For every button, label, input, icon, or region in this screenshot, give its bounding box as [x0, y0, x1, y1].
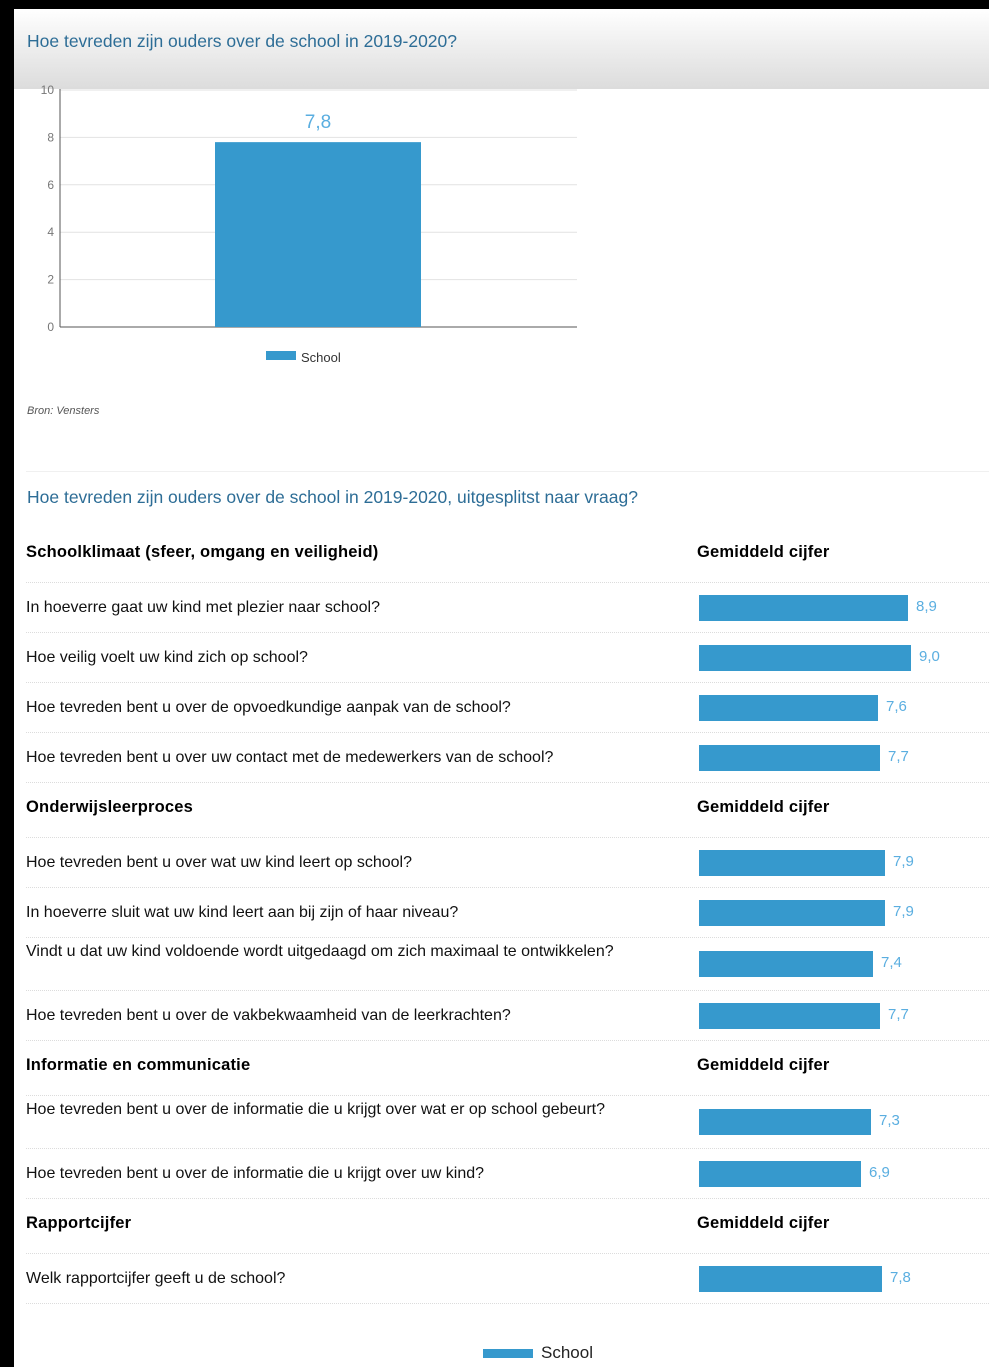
question-row: In hoeverre gaat uw kind met plezier naa…	[26, 583, 989, 633]
question-row: Hoe tevreden bent u over de informatie d…	[26, 1149, 989, 1199]
source-note: Bron: Vensters	[27, 405, 100, 417]
score-bar	[699, 745, 880, 771]
section-header-row: Onderwijsleerproces Gemiddeld cijfer	[26, 783, 989, 838]
score-bar-cell: 8,9	[699, 595, 989, 621]
score-bar	[699, 1266, 882, 1292]
question-row: Welk rapportcijfer geeft u de school? 7,8	[26, 1254, 989, 1304]
score-value-label: 7,9	[893, 853, 914, 870]
score-bar-cell: 7,7	[699, 1003, 989, 1029]
y-tick-label: 8	[47, 130, 54, 144]
legend-swatch	[266, 351, 296, 360]
score-bar	[699, 951, 873, 977]
question-row: Hoe tevreden bent u over de opvoedkundig…	[26, 683, 989, 733]
section-header-row: Informatie en communicatie Gemiddeld cijf…	[26, 1041, 989, 1096]
score-bar	[699, 645, 911, 671]
score-value-label: 7,9	[893, 903, 914, 920]
question-label: In hoeverre gaat uw kind met plezier naa…	[26, 599, 380, 616]
column-header-gemiddeld-cijfer: Gemiddeld cijfer	[697, 543, 830, 561]
score-value-label: 7,6	[886, 698, 907, 715]
score-bar	[699, 1003, 880, 1029]
score-bar-cell: 7,8	[699, 1266, 989, 1292]
score-value-label: 6,9	[869, 1164, 890, 1181]
score-value-label: 7,7	[888, 748, 909, 765]
legend-swatch	[483, 1349, 533, 1358]
column-header-gemiddeld-cijfer: Gemiddeld cijfer	[697, 1056, 830, 1074]
question-row: Hoe tevreden bent u over de informatie d…	[26, 1096, 989, 1149]
question-label: In hoeverre sluit wat uw kind leert aan …	[26, 904, 459, 921]
breakdown-title: Hoe tevreden zijn ouders over de school …	[27, 487, 638, 507]
question-label: Hoe tevreden bent u over wat uw kind lee…	[26, 854, 413, 871]
question-label: Hoe tevreden bent u over de opvoedkundig…	[26, 699, 511, 716]
question-label: Welk rapportcijfer geeft u de school?	[26, 1270, 286, 1287]
header-band	[14, 9, 989, 89]
score-bar	[699, 1161, 861, 1187]
score-value-label: 7,4	[881, 954, 902, 971]
score-bar-cell: 7,7	[699, 745, 989, 771]
score-bar	[699, 1109, 871, 1135]
question-label: Hoe tevreden bent u over de informatie d…	[26, 1165, 485, 1182]
section-title: Onderwijsleerproces	[26, 798, 194, 816]
section-title: Informatie en communicatie	[26, 1056, 251, 1074]
score-bar-cell: 7,4	[699, 951, 989, 977]
column-header-gemiddeld-cijfer: Gemiddeld cijfer	[697, 1214, 830, 1232]
score-bar	[699, 900, 885, 926]
question-label: Vindt u dat uw kind voldoende wordt uitg…	[26, 943, 614, 960]
question-label: Hoe veilig voelt uw kind zich op school?	[26, 649, 308, 666]
y-tick-label: 4	[47, 225, 54, 239]
question-row: In hoeverre sluit wat uw kind leert aan …	[26, 888, 989, 938]
bar-school	[215, 142, 421, 327]
bar-value-label: 7,8	[305, 112, 331, 133]
question-label: Hoe tevreden bent u over de informatie d…	[26, 1101, 605, 1118]
section-divider	[26, 471, 989, 472]
section-header-row: Schoolklimaat (sfeer, omgang en veilighe…	[26, 528, 989, 583]
frame-left-border	[0, 0, 14, 1367]
score-value-label: 7,8	[890, 1269, 911, 1286]
y-tick-label: 0	[47, 320, 54, 334]
score-bar	[699, 850, 885, 876]
question-row: Vindt u dat uw kind voldoende wordt uitg…	[26, 938, 989, 991]
score-bar-cell: 7,3	[699, 1109, 989, 1135]
question-row: Hoe tevreden bent u over uw contact met …	[26, 733, 989, 783]
score-bar	[699, 695, 878, 721]
legend-label: School	[301, 350, 341, 365]
frame-top-border	[0, 0, 989, 9]
question-row: Hoe tevreden bent u over de vakbekwaamhe…	[26, 991, 989, 1041]
column-header-gemiddeld-cijfer: Gemiddeld cijfer	[697, 798, 830, 816]
question-row: Hoe tevreden bent u over wat uw kind lee…	[26, 838, 989, 888]
score-bar-cell: 9,0	[699, 645, 989, 671]
section-title: Rapportcijfer	[26, 1214, 132, 1232]
score-bar-cell: 6,9	[699, 1161, 989, 1187]
score-bar-cell: 7,6	[699, 695, 989, 721]
question-breakdown-table: Schoolklimaat (sfeer, omgang en veilighe…	[26, 528, 989, 1304]
score-value-label: 7,7	[888, 1006, 909, 1023]
y-tick-label: 6	[47, 178, 54, 192]
y-tick-label: 10	[41, 83, 55, 97]
chart-title: Hoe tevreden zijn ouders over de school …	[27, 31, 458, 51]
score-bar	[699, 595, 908, 621]
score-value-label: 8,9	[916, 598, 937, 615]
question-row: Hoe veilig voelt uw kind zich op school?…	[26, 633, 989, 683]
score-value-label: 7,3	[879, 1112, 900, 1129]
score-value-label: 9,0	[919, 648, 940, 665]
score-bar-cell: 7,9	[699, 850, 989, 876]
overall-bar-chart: 0 2 4 6 8 10 7,8 School	[41, 83, 577, 365]
legend-label: School	[541, 1343, 593, 1362]
section-header-row: Rapportcijfer Gemiddeld cijfer	[26, 1199, 989, 1254]
y-tick-label: 2	[47, 273, 54, 287]
question-label: Hoe tevreden bent u over de vakbekwaamhe…	[26, 1007, 511, 1024]
section-title: Schoolklimaat (sfeer, omgang en veilighe…	[26, 543, 379, 561]
score-bar-cell: 7,9	[699, 900, 989, 926]
question-label: Hoe tevreden bent u over uw contact met …	[26, 749, 554, 766]
